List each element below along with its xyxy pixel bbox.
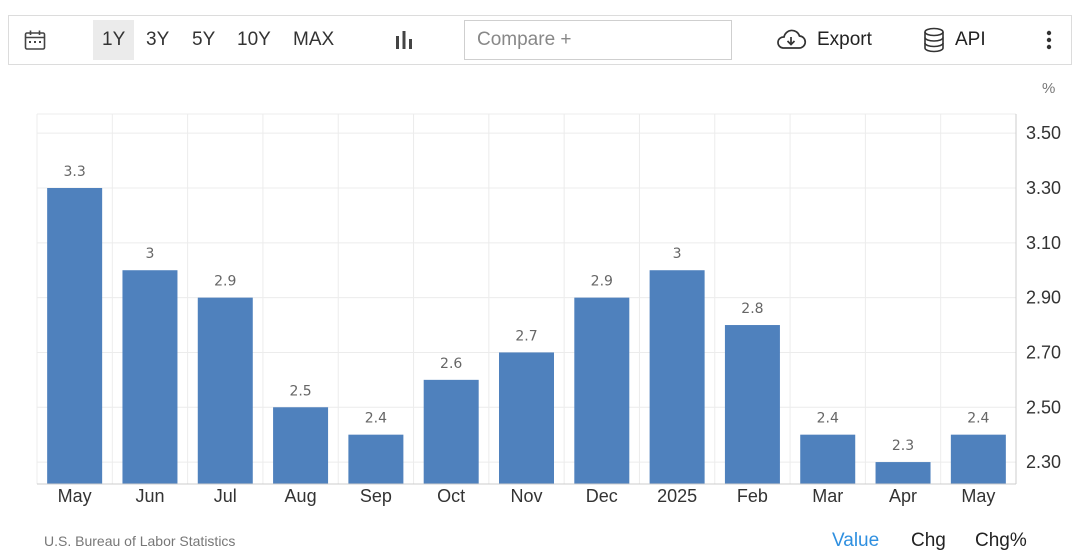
data-label: 2.4 [967,411,989,427]
source-text: U.S. Bureau of Labor Statistics [44,533,236,549]
data-label: 2.9 [591,274,613,290]
bar [423,379,479,484]
bar [499,352,554,484]
x-tick-label: 2025 [657,486,697,506]
data-label: 2.6 [440,356,462,372]
x-tick-label: Oct [437,486,465,506]
bar [273,407,329,484]
range-button-3y[interactable]: 3Y [146,29,170,50]
x-tick-label: Jul [214,486,237,506]
x-tick-label: Apr [889,486,917,506]
x-tick-label: May [961,486,995,506]
api-label: API [955,29,986,50]
x-tick-label: May [58,486,92,506]
export-button[interactable]: Export [775,16,872,64]
tab-value[interactable]: Value [832,530,880,551]
x-tick-label: Sep [360,486,392,506]
api-button[interactable]: API [923,16,986,64]
range-button-1y[interactable]: 1Y [93,20,135,60]
data-label: 2.4 [817,411,839,427]
data-label: 3 [673,246,682,262]
bar [724,325,780,484]
data-label: 2.7 [515,328,537,344]
y-tick-label: 3.10 [1026,233,1061,253]
data-label: 2.5 [289,383,311,399]
y-tick-label: 2.70 [1026,342,1061,362]
bar [950,434,1006,484]
y-tick-label: 2.30 [1026,452,1061,472]
range-button-10y[interactable]: 10Y [237,29,271,50]
data-label: 2.4 [365,411,387,427]
data-label: 2.8 [741,301,763,317]
export-label: Export [817,29,872,50]
bar [800,434,856,484]
x-tick-label: Dec [586,486,618,506]
bar [574,297,630,484]
more-options-icon[interactable] [1039,16,1059,64]
x-tick-label: Nov [510,486,542,506]
range-button-5y[interactable]: 5Y [192,29,216,50]
y-tick-label: 3.50 [1026,123,1061,143]
chart-toolbar: 1Y 3Y 5Y 10Y MAX Export API [8,15,1072,65]
x-tick-label: Jun [135,486,164,506]
x-tick-label: Feb [737,486,768,506]
bar [47,188,103,484]
calendar-icon[interactable] [23,16,47,64]
bar [348,434,404,484]
database-icon [924,27,944,53]
range-button-max[interactable]: MAX [293,29,335,50]
bar [197,297,253,484]
chart-type-icon[interactable] [393,16,415,64]
data-label: 3 [146,246,155,262]
data-label: 2.9 [214,274,236,290]
x-tick-label: Mar [812,486,843,506]
x-tick-label: Aug [285,486,317,506]
data-label: 3.3 [64,164,86,180]
tab-chg[interactable]: Chg [911,530,946,551]
y-tick-label: 2.90 [1026,288,1061,308]
bar [875,462,931,484]
bar [122,270,178,484]
tab-chg-percent[interactable]: Chg% [975,530,1027,551]
compare-input[interactable] [464,20,732,60]
bar [649,270,705,484]
data-label: 2.3 [892,438,914,454]
cloud-download-icon [777,29,807,49]
y-tick-label: 2.50 [1026,397,1061,417]
y-tick-label: 3.30 [1026,178,1061,198]
unit-label: % [1042,80,1056,97]
